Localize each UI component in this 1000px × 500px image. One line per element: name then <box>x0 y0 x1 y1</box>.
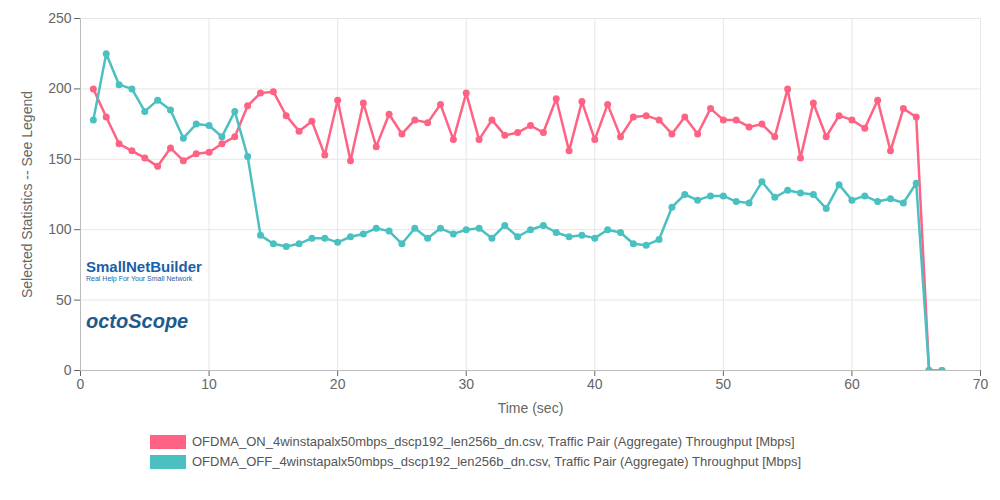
svg-text:50: 50 <box>716 376 732 392</box>
svg-text:50: 50 <box>56 292 72 308</box>
svg-text:40: 40 <box>587 376 603 392</box>
svg-text:60: 60 <box>844 376 860 392</box>
svg-text:100: 100 <box>48 221 72 237</box>
html-text:octoScope: octoScope <box>86 310 189 332</box>
html-text:SmallNetBuilder: SmallNetBuilder <box>86 258 202 275</box>
svg-text:30: 30 <box>458 376 474 392</box>
svg-text:20: 20 <box>330 376 346 392</box>
svg-text:10: 10 <box>201 376 217 392</box>
svg-text:Time (sec): Time (sec) <box>498 400 564 416</box>
svg-text:70: 70 <box>973 376 989 392</box>
svg-text:250: 250 <box>48 10 72 26</box>
svg-text:Selected Statistics -- See Leg: Selected Statistics -- See Legend <box>19 91 35 298</box>
svg-text:0: 0 <box>77 376 85 392</box>
html-text:OFDMA_ON_4winstapalx50mbps_dsc: OFDMA_ON_4winstapalx50mbps_dscp192_len25… <box>192 434 795 449</box>
html-text:OFDMA_OFF_4winstapalx50mbps_ds: OFDMA_OFF_4winstapalx50mbps_dscp192_len2… <box>192 454 802 469</box>
svg-text:200: 200 <box>48 80 72 96</box>
html-text:Real Help For Your Small Netwo: Real Help For Your Small Network <box>86 275 193 282</box>
svg-text:0: 0 <box>64 362 72 378</box>
svg-text:150: 150 <box>48 151 72 167</box>
